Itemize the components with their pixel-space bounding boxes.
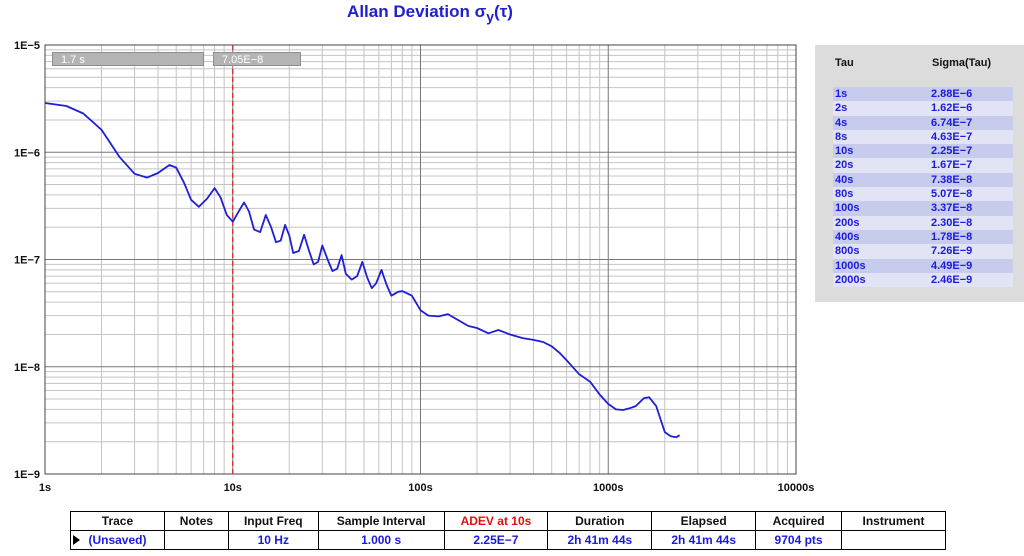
duration-column-header[interactable]: Duration: [547, 511, 653, 531]
trace-header-row: Trace Notes Input Freq Sample Interval A…: [70, 511, 946, 531]
cursor-y-label: 7.05E−8: [222, 54, 264, 66]
tau-value: 400s: [835, 230, 860, 243]
instrument-column-header[interactable]: Instrument: [841, 511, 946, 531]
tau-value: 2s: [835, 102, 848, 115]
sigma-value: 2.25E−7: [931, 145, 973, 158]
sigma-value: 1.67E−7: [931, 159, 973, 172]
tau-value: 1000s: [835, 259, 866, 272]
trace-column-header[interactable]: Trace: [70, 511, 165, 531]
tau-sigma-row[interactable]: 2s 1.62E−6: [833, 101, 1013, 116]
tau-sigma-row[interactable]: 800s 7.26E−9: [833, 244, 1013, 259]
elapsed-cell[interactable]: 2h 41m 44s: [651, 530, 757, 550]
sample-interval-column-header[interactable]: Sample Interval: [317, 511, 445, 531]
cursor-y-readout: 7.05E−8: [213, 52, 301, 66]
acquired-cell[interactable]: 9704 pts: [755, 530, 843, 550]
tau-sigma-row[interactable]: 1s 2.88E−6: [833, 87, 1013, 102]
adev-column-header[interactable]: ADEV at 10s: [443, 511, 549, 531]
tau-header: Tau: [835, 57, 854, 69]
chart-title-subscript: y: [486, 8, 495, 25]
x-tick-label: 10000s: [778, 482, 815, 494]
sigma-value: 7.38E−8: [931, 173, 973, 186]
tau-sigma-row[interactable]: 40s 7.38E−8: [833, 172, 1013, 188]
input-freq-column-header[interactable]: Input Freq: [227, 511, 319, 531]
tau-value: 80s: [835, 188, 854, 201]
tau-value: 20s: [835, 159, 854, 172]
tau-value: 100s: [835, 202, 860, 215]
y-tick-label: 1E−9: [14, 469, 40, 481]
elapsed-column-header[interactable]: Elapsed: [651, 511, 757, 531]
tau-sigma-row[interactable]: 80s 5.07E−8: [833, 187, 1013, 202]
tau-sigma-row[interactable]: 4s 6.74E−7: [833, 115, 1013, 130]
sigma-value: 1.78E−8: [931, 230, 973, 243]
tau-sigma-row[interactable]: 8s 4.63E−7: [833, 129, 1013, 145]
tau-sigma-row[interactable]: 2000s 2.46E−9: [833, 272, 1013, 288]
chart-title-argument: (τ): [494, 2, 513, 21]
sigma-value: 7.26E−9: [931, 245, 973, 258]
y-tick-label: 1E−5: [14, 40, 40, 52]
chart-title: Allan Deviation σy(τ): [300, 2, 560, 24]
cursor-x-label: 1.7 s: [61, 54, 85, 66]
plot-border: [44, 44, 797, 475]
y-tick-label: 1E−8: [14, 362, 40, 374]
sigma-value: 4.63E−7: [931, 130, 973, 143]
sigma-value: 4.49E−9: [931, 259, 973, 272]
x-tick-label: 100s: [408, 482, 432, 494]
trace-name: (Unsaved): [88, 533, 147, 547]
x-tick-label: 10s: [224, 482, 242, 494]
sigma-header: Sigma(Tau): [932, 57, 992, 69]
tau-sigma-list: 1s 2.88E−6 2s 1.62E−6 4s 6.74E−7 8s 4.63E−7 10s 2…: [833, 87, 1013, 288]
y-tick-label: 1E−7: [14, 255, 40, 267]
trace-cell[interactable]: (Unsaved): [70, 530, 165, 550]
tau-sigma-row[interactable]: 200s 2.30E−8: [833, 215, 1013, 230]
chart-title-symbol: σ: [474, 2, 487, 21]
y-tick-label: 1E−6: [14, 147, 40, 159]
trace-row[interactable]: (Unsaved) 10 Hz 1.000 s 2.25E−7 2h 41m 4…: [70, 530, 946, 550]
input-freq-cell[interactable]: 10 Hz: [227, 530, 319, 550]
sigma-value: 2.88E−6: [931, 88, 973, 100]
tau-value: 4s: [835, 116, 848, 129]
sigma-value: 2.46E−9: [931, 273, 973, 286]
instrument-cell[interactable]: [841, 530, 946, 550]
row-selector-arrow-icon: [73, 535, 80, 545]
trace-table: Trace Notes Input Freq Sample Interval A…: [70, 511, 946, 550]
sigma-value: 3.37E−8: [931, 202, 973, 215]
x-tick-label: 1s: [39, 482, 51, 494]
cursor-x-readout: 1.7 s: [52, 52, 204, 66]
tau-value: 40s: [835, 173, 854, 186]
chart-title-text: Allan Deviation: [347, 2, 470, 21]
tau-sigma-row[interactable]: 10s 2.25E−7: [833, 144, 1013, 159]
acquired-column-header[interactable]: Acquired: [755, 511, 843, 531]
tau-value: 10s: [835, 145, 854, 158]
tau-value: 8s: [835, 130, 848, 143]
tau-sigma-panel: Tau Sigma(Tau) 1s 2.88E−6 2s 1.62E−6 4s 6.74E…: [815, 45, 1024, 302]
sigma-value: 5.07E−8: [931, 188, 973, 201]
notes-column-header[interactable]: Notes: [163, 511, 229, 531]
notes-cell[interactable]: [163, 530, 229, 550]
tau-value: 800s: [835, 245, 860, 258]
tau-value: 1s: [835, 88, 848, 100]
sample-interval-cell[interactable]: 1.000 s: [317, 530, 445, 550]
tau-sigma-row[interactable]: 100s 3.37E−8: [833, 201, 1013, 216]
sigma-value: 2.30E−8: [931, 216, 973, 229]
x-tick-label: 1000s: [593, 482, 624, 494]
tau-value: 200s: [835, 216, 860, 229]
sigma-value: 6.74E−7: [931, 116, 973, 129]
adev-cell[interactable]: 2.25E−7: [443, 530, 549, 550]
allan-deviation-chart[interactable]: 1s 10s 100s 1000s 10000s 1E−5 1E−6 1E−7 1E−8 1E−9: [0, 0, 1024, 510]
tau-value: 2000s: [835, 273, 866, 286]
tau-sigma-row[interactable]: 20s 1.67E−7: [833, 158, 1013, 173]
sigma-value: 1.62E−6: [931, 102, 973, 115]
adev-series-line[interactable]: [44, 102, 681, 439]
tau-sigma-row[interactable]: 400s 1.78E−8: [833, 229, 1013, 245]
duration-cell[interactable]: 2h 41m 44s: [547, 530, 653, 550]
tau-sigma-row[interactable]: 1000s 4.49E−9: [833, 258, 1013, 273]
